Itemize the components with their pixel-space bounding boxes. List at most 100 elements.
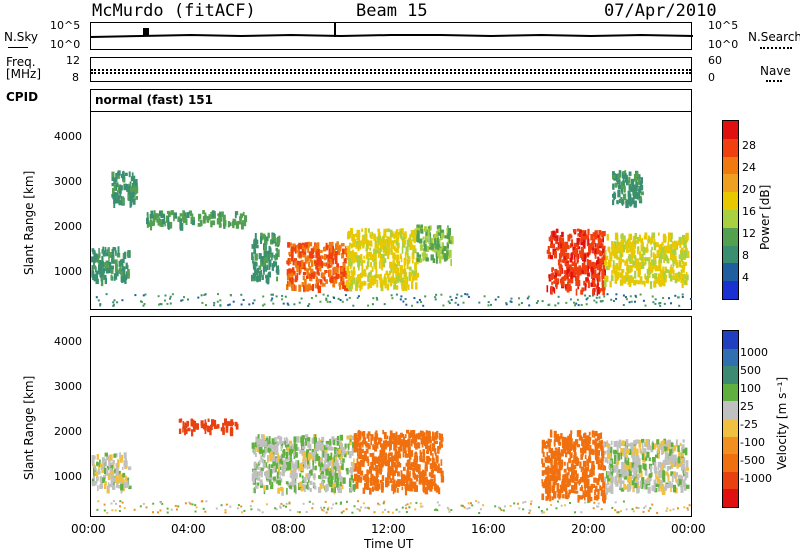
heatmap-cell xyxy=(149,218,152,222)
heatmap-cell xyxy=(681,255,684,260)
heatmap-cell xyxy=(260,236,263,244)
heatmap-cell xyxy=(571,261,574,266)
heatmap-cell xyxy=(383,258,387,263)
heatmap-cell xyxy=(256,267,260,274)
heatmap-cell xyxy=(304,461,307,469)
heatmap-cell xyxy=(567,492,570,498)
heatmap-cell xyxy=(611,476,614,483)
heatmap-cell xyxy=(551,485,554,492)
heatmap-cell xyxy=(199,223,203,227)
heatmap-cell xyxy=(349,284,353,292)
heatmap-cell xyxy=(319,467,323,471)
heatmap-cell xyxy=(265,444,268,450)
heatmap-cell xyxy=(253,299,256,302)
heatmap-cell xyxy=(646,243,649,249)
heatmap-cell xyxy=(579,495,583,500)
heatmap-cell xyxy=(685,232,689,241)
heatmap-cell xyxy=(686,484,690,489)
heatmap-cell xyxy=(392,483,397,492)
heatmap-cell xyxy=(259,483,263,488)
heatmap-cell xyxy=(643,262,646,266)
heatmap-cell xyxy=(390,294,393,297)
heatmap-cell xyxy=(395,450,399,459)
heatmap-cell xyxy=(541,300,544,303)
heatmap-cell xyxy=(645,275,649,280)
heatmap-cell xyxy=(194,510,197,513)
heatmap-cell xyxy=(554,491,557,496)
heatmap-cell xyxy=(559,256,562,263)
heatmap-cell xyxy=(628,176,631,184)
heatmap-cell xyxy=(616,445,619,453)
heatmap-cell xyxy=(261,440,266,447)
heatmap-cell xyxy=(438,255,442,264)
heatmap-cell xyxy=(446,227,449,236)
heatmap-cell xyxy=(630,480,632,486)
heatmap-cell xyxy=(651,246,653,251)
heatmap-cell xyxy=(373,511,376,514)
heatmap-cell xyxy=(346,500,348,503)
heatmap-cell xyxy=(450,240,454,245)
heatmap-cell xyxy=(114,250,117,254)
heatmap-cell xyxy=(355,481,359,489)
heatmap-cell xyxy=(411,245,414,249)
heatmap-cell xyxy=(98,465,100,470)
heatmap-cell xyxy=(290,446,294,454)
heatmap-cell xyxy=(133,508,136,511)
heatmap-cell xyxy=(553,459,557,463)
heatmap-cell xyxy=(271,297,274,300)
heatmap-cell xyxy=(264,447,267,454)
heatmap-cell xyxy=(392,272,395,278)
heatmap-cell xyxy=(444,235,448,239)
heatmap-cell xyxy=(654,260,657,265)
heatmap-cell xyxy=(670,442,674,447)
heatmap-cell xyxy=(587,264,589,272)
heatmap-cell xyxy=(288,455,291,462)
heatmap-cell xyxy=(570,276,574,284)
heatmap-cell xyxy=(378,275,381,281)
heatmap-cell xyxy=(598,473,601,481)
heatmap-cell xyxy=(99,475,102,483)
heatmap-cell xyxy=(644,304,647,307)
heatmap-cell xyxy=(625,508,628,511)
heatmap-cell xyxy=(581,254,583,260)
heatmap-cell xyxy=(330,247,334,253)
heatmap-cell xyxy=(389,229,393,238)
heatmap-cell xyxy=(660,487,664,492)
heatmap-cell xyxy=(434,448,437,454)
heatmap-cell xyxy=(339,477,343,482)
heatmap-cell xyxy=(254,465,257,473)
heatmap-cell xyxy=(682,234,686,242)
heatmap-cell xyxy=(367,445,370,450)
heatmap-cell xyxy=(584,265,588,272)
heatmap-cell xyxy=(569,438,573,445)
heatmap-cell xyxy=(407,239,409,246)
heatmap-cell xyxy=(330,479,333,486)
heatmap-cell xyxy=(397,446,401,455)
heatmap-cell xyxy=(125,172,128,176)
heatmap-cell xyxy=(686,250,690,258)
heatmap-cell xyxy=(628,193,632,201)
heatmap-cell xyxy=(603,476,606,482)
heatmap-cell xyxy=(173,215,175,222)
heatmap-cell xyxy=(295,443,298,452)
heatmap-cell xyxy=(197,296,200,299)
heatmap-cell xyxy=(406,471,409,476)
velocity-heatmap xyxy=(91,418,691,514)
heatmap-cell xyxy=(487,304,490,307)
heatmap-cell xyxy=(118,510,121,512)
heatmap-cell xyxy=(605,265,609,271)
heatmap-cell xyxy=(119,452,121,460)
heatmap-cell xyxy=(425,229,428,236)
heatmap-cell xyxy=(182,210,185,217)
heatmap-cell xyxy=(289,277,293,284)
heatmap-cell xyxy=(416,272,420,278)
heatmap-cell xyxy=(422,458,425,463)
heatmap-cell xyxy=(647,509,650,512)
heatmap-cell xyxy=(204,427,207,434)
heatmap-cell xyxy=(446,506,449,509)
heatmap-cell xyxy=(222,422,225,429)
heatmap-cell xyxy=(298,511,301,514)
heatmap-cell xyxy=(264,471,267,476)
heatmap-cell xyxy=(581,262,584,270)
heatmap-cell xyxy=(349,258,353,267)
